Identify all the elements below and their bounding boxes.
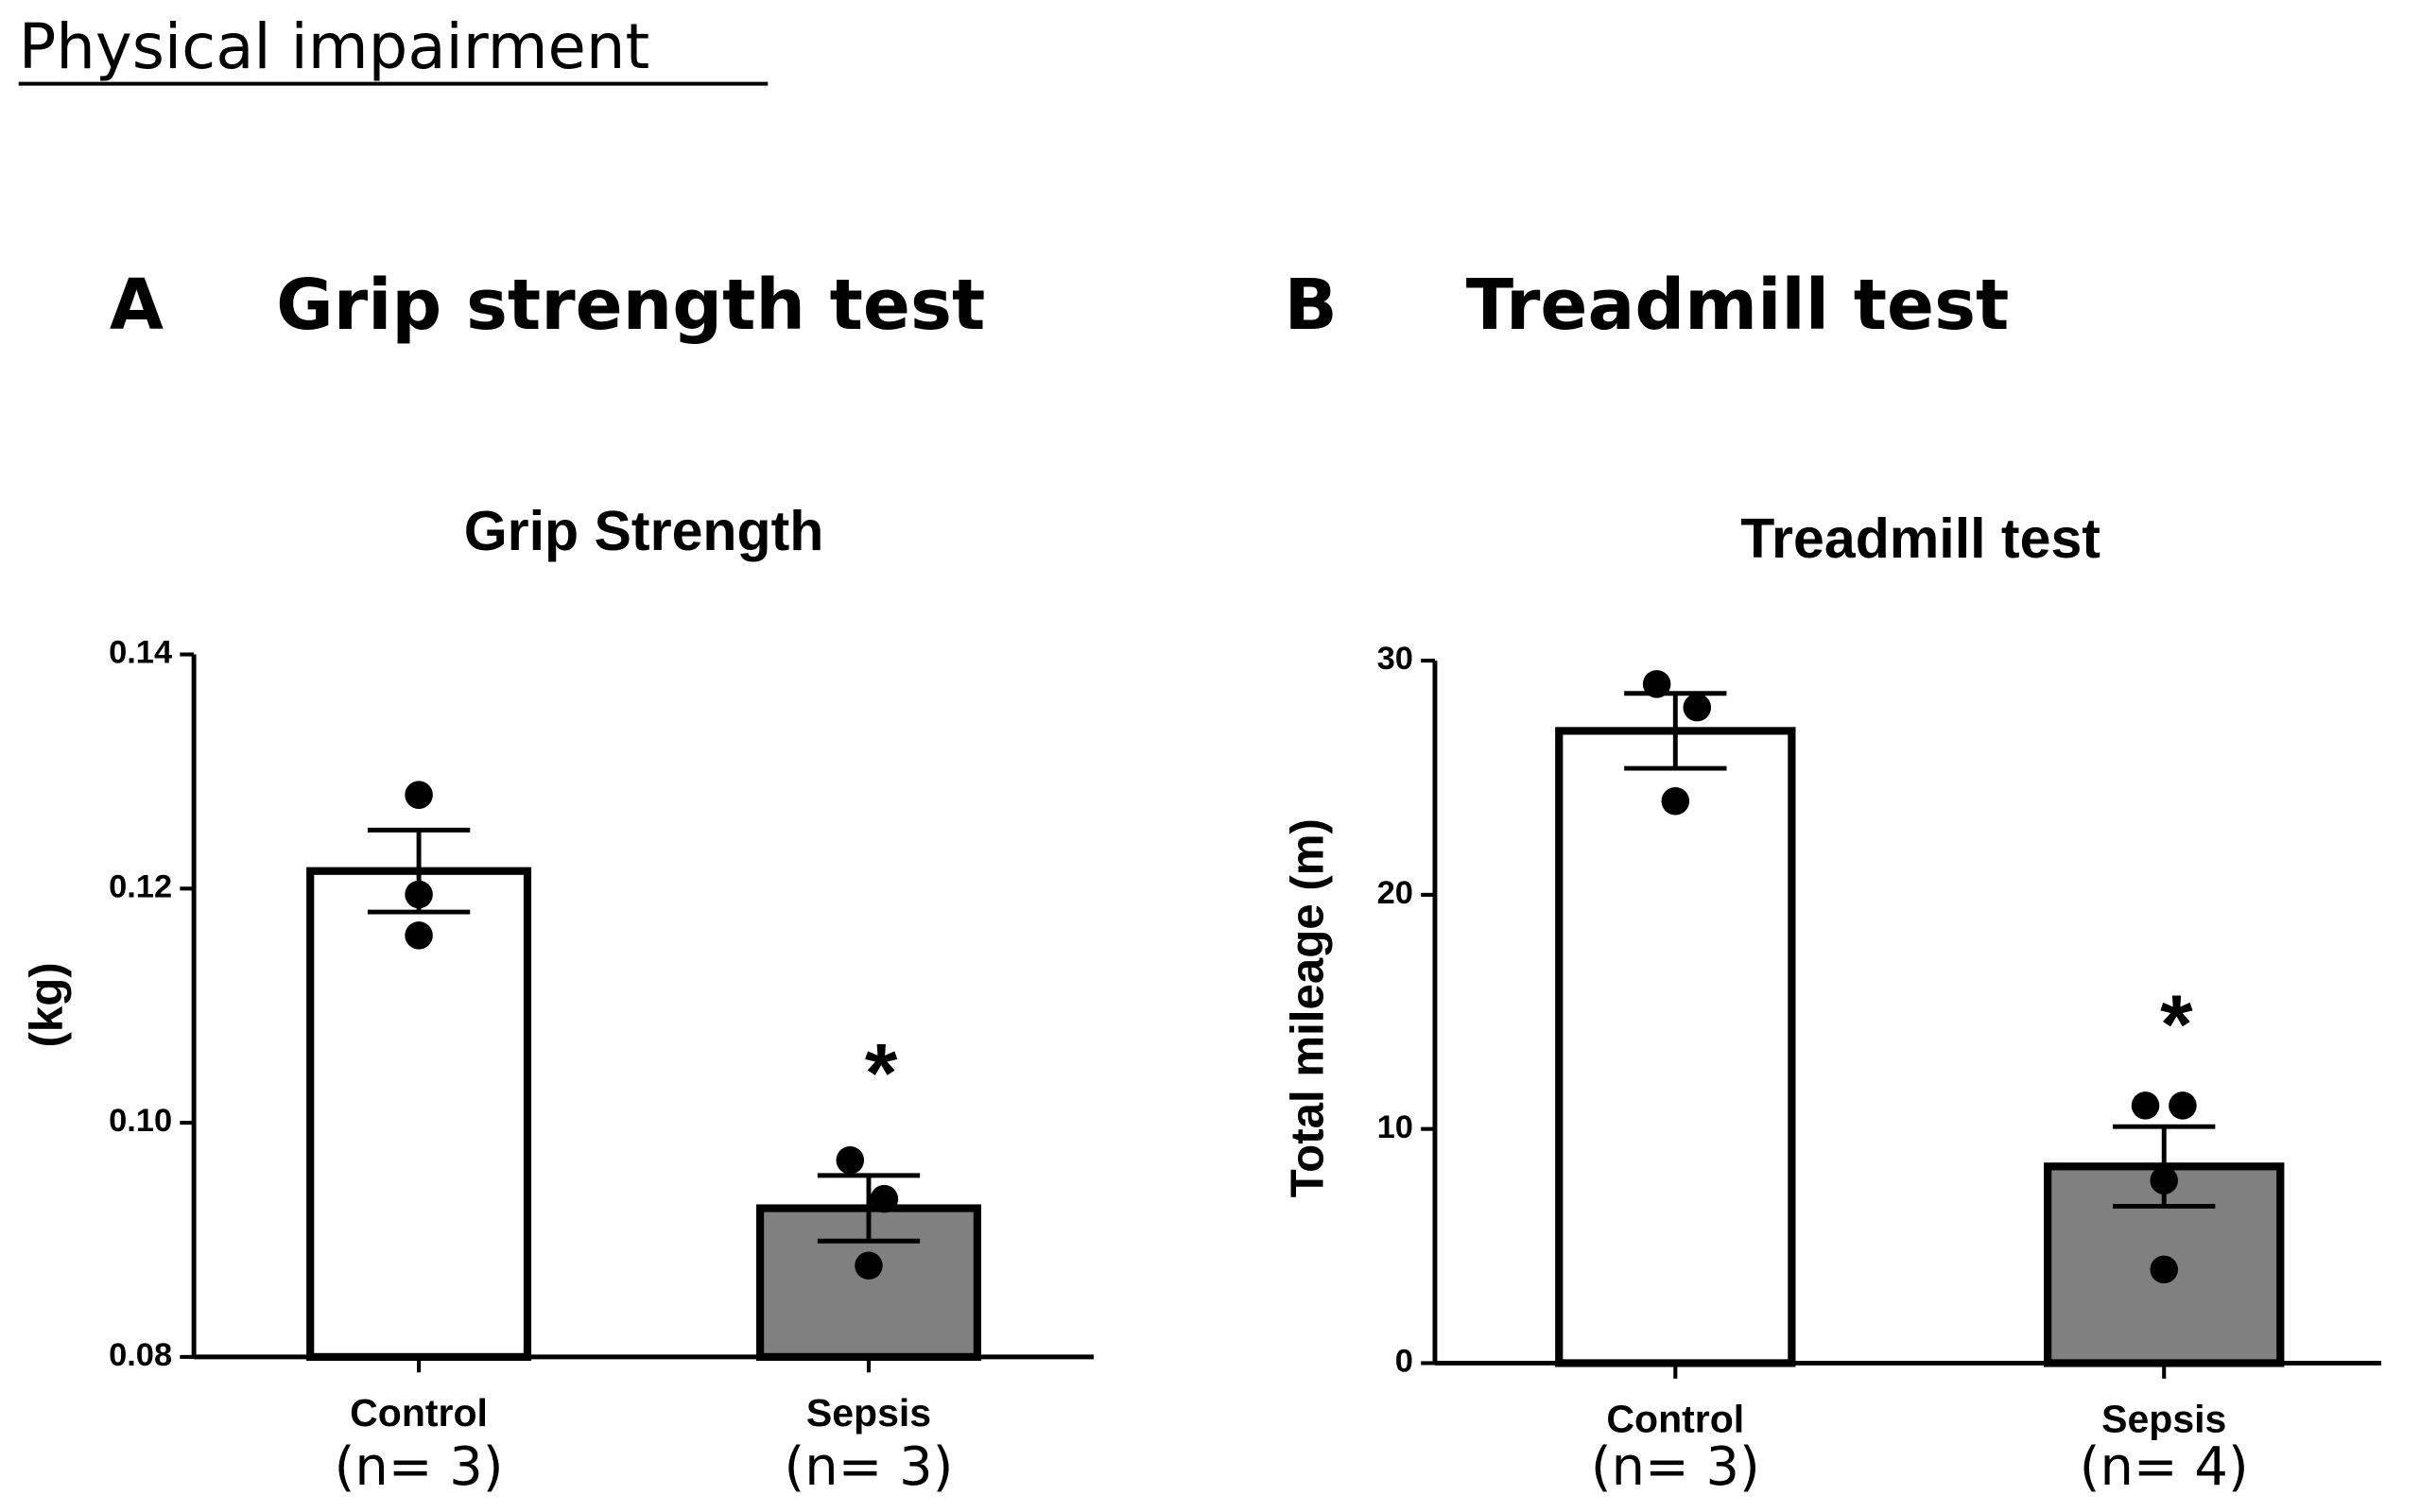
group-size-label: (n= 4): [2080, 1436, 2249, 1498]
data-point: [1683, 693, 1712, 722]
bar: [306, 867, 532, 1361]
data-point: [405, 781, 433, 809]
x-tick-label: Control: [1606, 1398, 1744, 1441]
y-axis-label: Total mileage (m): [1282, 818, 1334, 1197]
data-point: [2131, 1091, 2160, 1120]
x-tick-label: Control: [350, 1391, 488, 1435]
y-axis-label: (kg): [21, 962, 73, 1047]
chart-title: Grip Strength: [464, 500, 824, 562]
chart-title: Treadmill test: [1740, 507, 2100, 570]
data-point: [1661, 786, 1690, 816]
data-point: [2169, 1091, 2197, 1120]
data-point: [2150, 1166, 2178, 1194]
y-tick-label: 30: [1377, 641, 1413, 677]
y-tick-label: 0.08: [109, 1337, 172, 1373]
panel-heading: Treadmill test: [1466, 265, 2010, 346]
y-tick-label: 0.14: [109, 635, 172, 671]
bar: [1555, 727, 1796, 1367]
x-tick-label: Sepsis: [2101, 1398, 2226, 1441]
data-point: [405, 880, 433, 909]
x-tick-label: Sepsis: [806, 1391, 931, 1435]
data-point: [1642, 670, 1671, 698]
panel-heading: Grip strength test: [276, 265, 985, 346]
data-point: [870, 1184, 899, 1213]
y-tick-label: 10: [1377, 1109, 1413, 1145]
y-tick-label: 20: [1377, 875, 1413, 911]
significance-mark: *: [2160, 977, 2193, 1071]
page-title: Physical impairment: [19, 11, 650, 83]
significance-mark: *: [865, 1026, 898, 1120]
data-point: [2150, 1255, 2178, 1284]
data-point: [836, 1145, 865, 1175]
group-size-label: (n= 3): [1591, 1436, 1760, 1498]
group-size-label: (n= 3): [335, 1436, 504, 1498]
panel-letter: A: [110, 265, 164, 346]
y-tick-label: 0: [1395, 1344, 1413, 1380]
panel-letter: B: [1285, 265, 1338, 346]
data-point: [405, 921, 433, 950]
y-tick-label: 0.12: [109, 868, 172, 904]
y-tick-label: 0.10: [109, 1103, 172, 1139]
data-point: [855, 1251, 883, 1280]
group-size-label: (n= 3): [785, 1436, 954, 1498]
